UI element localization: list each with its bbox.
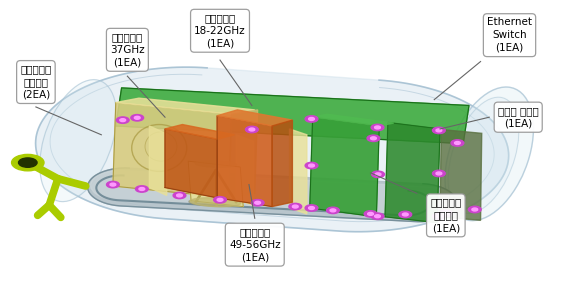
Polygon shape — [35, 67, 509, 232]
Circle shape — [12, 154, 44, 171]
Polygon shape — [87, 168, 457, 222]
Circle shape — [255, 201, 261, 204]
Ellipse shape — [189, 199, 242, 207]
Circle shape — [116, 117, 129, 123]
Polygon shape — [310, 117, 379, 217]
Text: 라디오미터
37GHz
(1EA): 라디오미터 37GHz (1EA) — [110, 32, 145, 68]
Ellipse shape — [40, 80, 116, 202]
Circle shape — [305, 205, 318, 211]
Circle shape — [364, 211, 377, 217]
Circle shape — [305, 116, 318, 122]
Polygon shape — [290, 129, 307, 214]
Circle shape — [19, 158, 37, 167]
Ellipse shape — [445, 87, 533, 221]
Circle shape — [368, 212, 373, 215]
Polygon shape — [149, 126, 167, 195]
Circle shape — [455, 142, 460, 144]
Circle shape — [472, 208, 478, 211]
Polygon shape — [165, 129, 217, 198]
Circle shape — [289, 203, 302, 210]
Circle shape — [217, 198, 223, 201]
Text: 라디오미터
제어보드
(2EA): 라디오미터 제어보드 (2EA) — [20, 64, 52, 100]
Polygon shape — [236, 135, 254, 206]
Circle shape — [120, 119, 126, 122]
Circle shape — [139, 188, 145, 190]
Circle shape — [131, 115, 144, 121]
Circle shape — [436, 215, 442, 218]
Circle shape — [245, 126, 258, 133]
Circle shape — [375, 173, 381, 176]
Circle shape — [107, 181, 119, 188]
Polygon shape — [313, 114, 394, 126]
Polygon shape — [217, 110, 292, 126]
Circle shape — [173, 192, 186, 199]
Polygon shape — [165, 125, 234, 139]
Circle shape — [371, 124, 384, 131]
Circle shape — [292, 205, 298, 208]
Polygon shape — [90, 171, 454, 216]
Circle shape — [330, 209, 336, 212]
Circle shape — [327, 207, 339, 214]
Polygon shape — [385, 122, 440, 223]
Circle shape — [468, 206, 481, 213]
Ellipse shape — [190, 198, 241, 207]
Circle shape — [309, 164, 314, 167]
Ellipse shape — [195, 161, 237, 167]
Text: Ethernet
Switch
(1EA): Ethernet Switch (1EA) — [487, 17, 532, 53]
Polygon shape — [113, 103, 232, 198]
Polygon shape — [188, 161, 243, 207]
Circle shape — [251, 200, 264, 206]
Circle shape — [399, 211, 412, 218]
Circle shape — [367, 135, 380, 142]
Circle shape — [436, 172, 442, 175]
Circle shape — [375, 126, 380, 129]
Text: 라디오미터
제어보드
(1EA): 라디오미터 제어보드 (1EA) — [430, 197, 461, 233]
Circle shape — [177, 194, 182, 197]
Circle shape — [214, 197, 226, 203]
Circle shape — [371, 137, 376, 140]
Circle shape — [372, 171, 384, 178]
Polygon shape — [116, 98, 255, 114]
Circle shape — [110, 183, 116, 186]
Circle shape — [309, 207, 314, 209]
Circle shape — [451, 140, 464, 146]
Text: 회전부 하우징
(1EA): 회전부 하우징 (1EA) — [498, 106, 538, 129]
Text: 라디오미터
18-22GHz
(1EA): 라디오미터 18-22GHz (1EA) — [194, 13, 246, 49]
Circle shape — [134, 116, 140, 119]
Circle shape — [439, 210, 452, 217]
Circle shape — [305, 162, 318, 169]
Circle shape — [309, 117, 314, 120]
Circle shape — [433, 213, 445, 219]
Circle shape — [436, 129, 442, 132]
Circle shape — [249, 128, 255, 131]
Polygon shape — [272, 120, 292, 207]
Ellipse shape — [448, 97, 519, 213]
Circle shape — [433, 127, 445, 134]
Circle shape — [371, 213, 384, 219]
Circle shape — [135, 186, 148, 192]
Polygon shape — [116, 88, 469, 144]
Circle shape — [433, 170, 445, 177]
Circle shape — [402, 213, 408, 216]
Polygon shape — [229, 110, 258, 198]
Text: 라디오미터
49-56GHz
(1EA): 라디오미터 49-56GHz (1EA) — [229, 227, 281, 263]
Polygon shape — [440, 130, 482, 220]
Circle shape — [443, 212, 449, 215]
Circle shape — [375, 215, 380, 218]
Polygon shape — [217, 116, 272, 207]
